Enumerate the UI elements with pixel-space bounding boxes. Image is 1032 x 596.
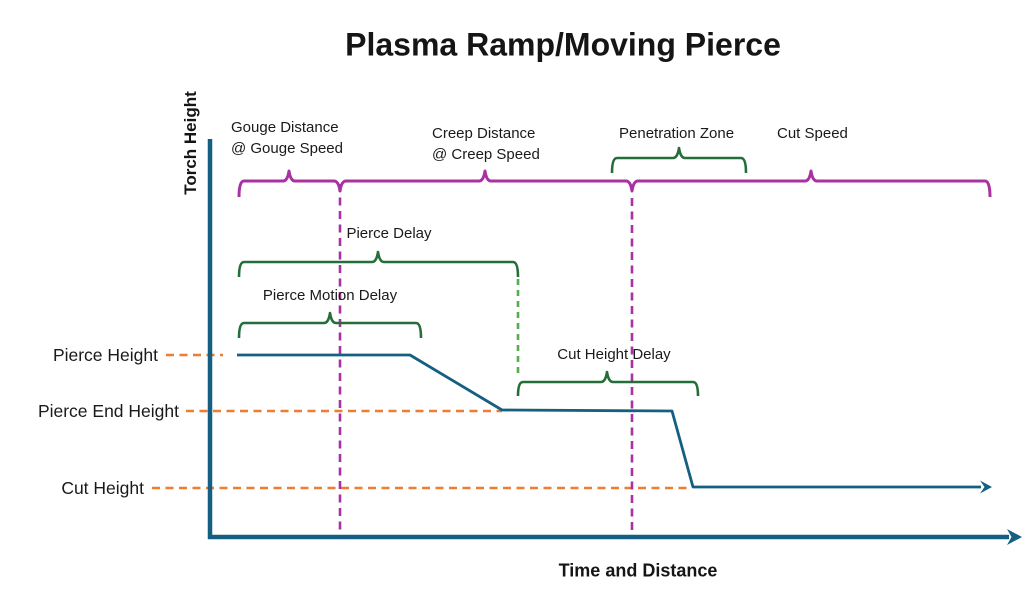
profile-arrowhead [980, 480, 992, 494]
penetration-zone-brace [610, 146, 748, 174]
torch-height-profile [237, 353, 981, 489]
label-cut-speed: Cut Speed [777, 124, 848, 145]
label-creep-distance: Creep Distance @ Creep Speed [432, 124, 540, 165]
label-cut-height-delay: Cut Height Delay [557, 346, 671, 363]
y-axis-label: Torch Height [181, 91, 200, 195]
label-line: @ Gouge Speed [231, 139, 343, 157]
pierce-delay-brace [237, 250, 520, 278]
label-line: Gouge Distance [231, 119, 339, 136]
label-line: @ Creep Speed [432, 145, 540, 163]
cut-height-delay-brace [516, 370, 700, 397]
label-line: Cut Speed [777, 125, 848, 142]
label-penetration-zone: Penetration Zone [619, 124, 734, 145]
label-pierce-end-height: Pierce End Height [37, 401, 179, 421]
speed-zones-brace [237, 169, 992, 198]
x-axis-label: Time and Distance [558, 560, 718, 581]
diagram-title: Plasma Ramp/Moving Pierce [345, 26, 781, 63]
label-cut-height: Cut Height [61, 478, 144, 498]
label-pierce-motion-delay: Pierce Motion Delay [262, 287, 398, 304]
label-gouge-distance: Gouge Distance @ Gouge Speed [231, 118, 343, 159]
label-line: Creep Distance [432, 125, 536, 142]
label-line: Penetration Zone [619, 125, 735, 142]
pierce-motion-delay-brace [237, 311, 423, 339]
label-pierce-height: Pierce Height [52, 345, 158, 365]
label-pierce-delay: Pierce Delay [346, 225, 432, 242]
x-axis-arrowhead [1007, 529, 1022, 545]
